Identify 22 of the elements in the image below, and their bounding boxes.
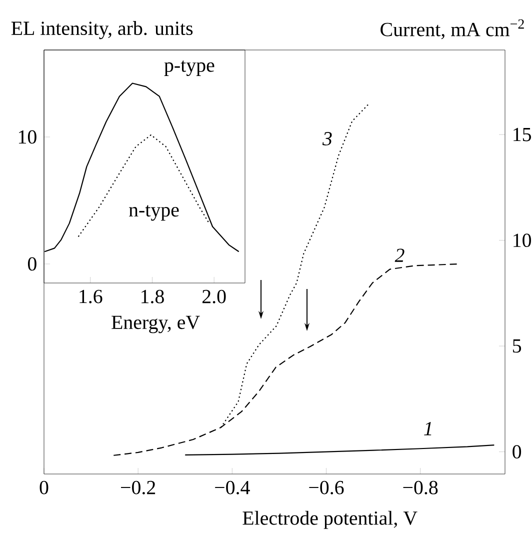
series-label: p-type bbox=[164, 60, 214, 76]
y-axis-title: EL intensity, arb. units bbox=[11, 21, 193, 40]
series-label: 1 bbox=[424, 422, 432, 436]
y-tick-label: 10 bbox=[514, 234, 532, 248]
x-tick-label: −0.4 bbox=[215, 480, 250, 494]
y-axis-title: Current, mA cm$^{−2}$ bbox=[380, 19, 524, 40]
series-label: 3 bbox=[322, 132, 332, 146]
x-axis-title: Electrode potential, V bbox=[242, 510, 418, 529]
x-tick-label: 1.6 bbox=[80, 290, 102, 304]
x-tick-label: 1.8 bbox=[142, 290, 164, 304]
x-tick-label: −0.8 bbox=[403, 480, 438, 494]
y-tick-label: 0 bbox=[512, 445, 522, 459]
y-tick-label: 10 bbox=[18, 130, 36, 144]
y-tick-label: 5 bbox=[513, 339, 522, 353]
series-label: n-type bbox=[128, 205, 179, 221]
x-tick-label: −0.6 bbox=[309, 480, 344, 494]
y-tick-label: 15 bbox=[514, 128, 531, 142]
x-axis-title: Energy, eV bbox=[112, 316, 200, 334]
x-tick-label: 0 bbox=[40, 480, 48, 494]
x-tick-label: 2.0 bbox=[202, 290, 226, 304]
x-tick-label: −0.2 bbox=[121, 480, 156, 494]
series-label: 2 bbox=[394, 248, 404, 262]
